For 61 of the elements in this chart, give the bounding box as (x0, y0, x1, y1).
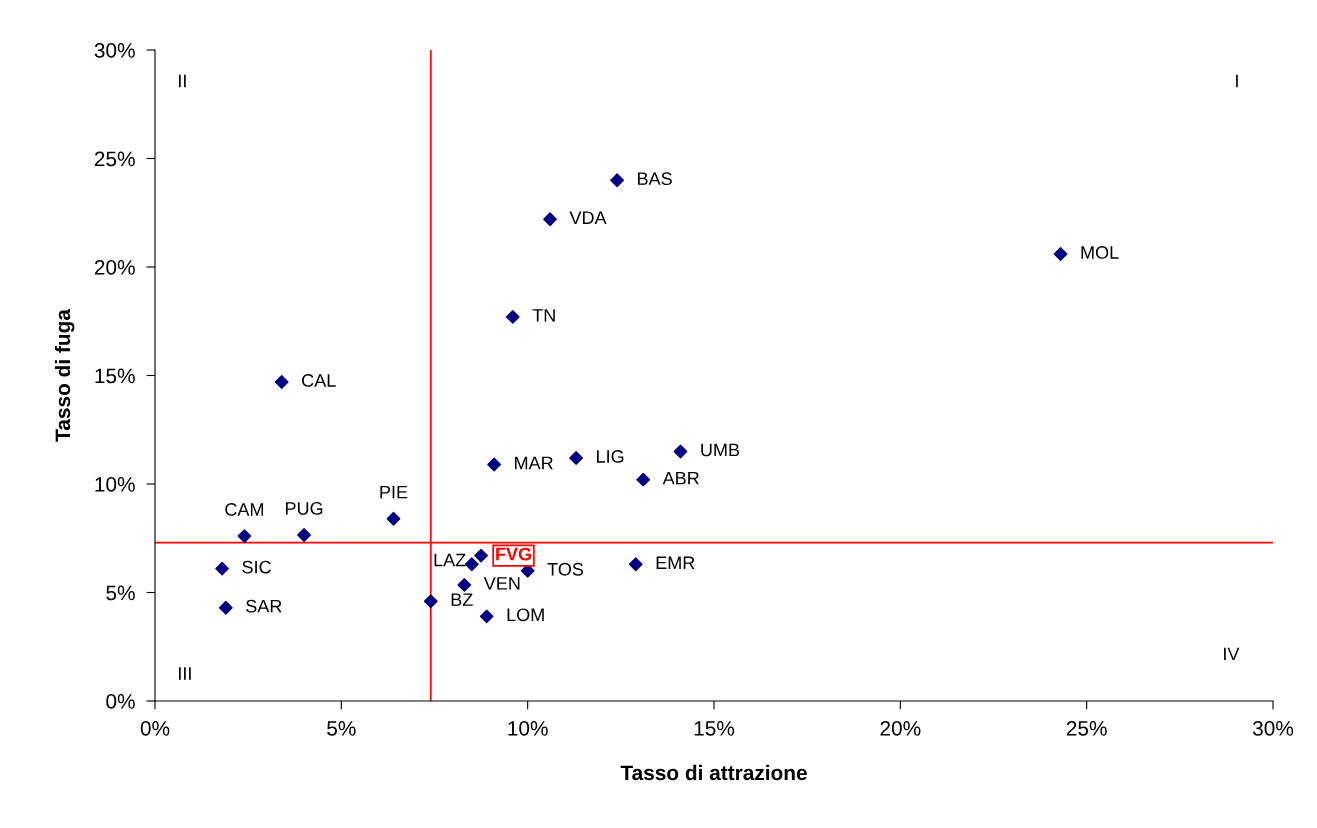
data-label: TN (532, 309, 555, 322)
x-tick-label: 25% (1066, 720, 1107, 736)
data-label: MAR (515, 456, 553, 470)
y-tick-label: 15% (95, 368, 135, 384)
data-label: ABR (662, 471, 699, 485)
point (297, 528, 311, 542)
annotation: I (1236, 74, 1238, 88)
point (423, 594, 438, 609)
point (610, 173, 625, 188)
point (543, 212, 557, 227)
point (457, 577, 472, 592)
x-tick-label: 0% (140, 720, 170, 736)
x-tick-label: 30% (1252, 720, 1294, 736)
data-label: PUG (285, 501, 323, 515)
data-label: EMR (656, 556, 695, 569)
data-label: LOM (507, 608, 544, 622)
y-tick-label: 25% (94, 151, 135, 167)
point (628, 557, 643, 572)
annotation: FVG (496, 547, 531, 561)
data-label: SIC (242, 560, 271, 574)
data-label: MOL (1081, 246, 1119, 259)
data-label: VDA (569, 211, 607, 224)
point (274, 375, 289, 389)
annotation: IV (1224, 647, 1240, 661)
data-label: BZ (451, 593, 473, 606)
point (1053, 247, 1068, 261)
point (215, 561, 229, 576)
point (673, 444, 688, 459)
data-label: PIE (380, 485, 408, 499)
point (218, 600, 233, 615)
point (569, 451, 584, 465)
point (474, 548, 488, 563)
data-label: VEN (483, 577, 520, 590)
x-tick-label: 5% (327, 721, 356, 736)
point (636, 472, 651, 487)
y-tick-label: 5% (106, 585, 135, 601)
data-label: BAS (638, 172, 672, 186)
x-tick-label: 10% (508, 720, 548, 736)
data-label: CAL (302, 374, 336, 387)
data-label: LAZ (434, 553, 466, 567)
y-tick-label: 30% (94, 43, 135, 58)
point (386, 511, 401, 526)
point (505, 310, 520, 324)
point (479, 609, 494, 624)
y-tick-label: 20% (94, 260, 135, 275)
x-axis-title: Tasso di attrazione (620, 764, 807, 781)
annotation: II (179, 74, 186, 88)
point (237, 529, 252, 543)
y-tick-label: 0% (106, 694, 135, 709)
data-label: TOS (547, 562, 584, 576)
annotation: III (179, 667, 191, 680)
data-label: CAM (225, 503, 264, 516)
y-tick-label: 10% (95, 477, 135, 492)
x-tick-label: 20% (880, 720, 921, 736)
data-label: SAR (246, 599, 282, 613)
data-label: UMB (701, 443, 740, 457)
x-tick-label: 15% (694, 721, 735, 736)
point (464, 557, 479, 572)
point (487, 457, 502, 472)
y-axis-title: Tasso di fuga (54, 308, 75, 442)
data-label: LIG (597, 450, 624, 463)
